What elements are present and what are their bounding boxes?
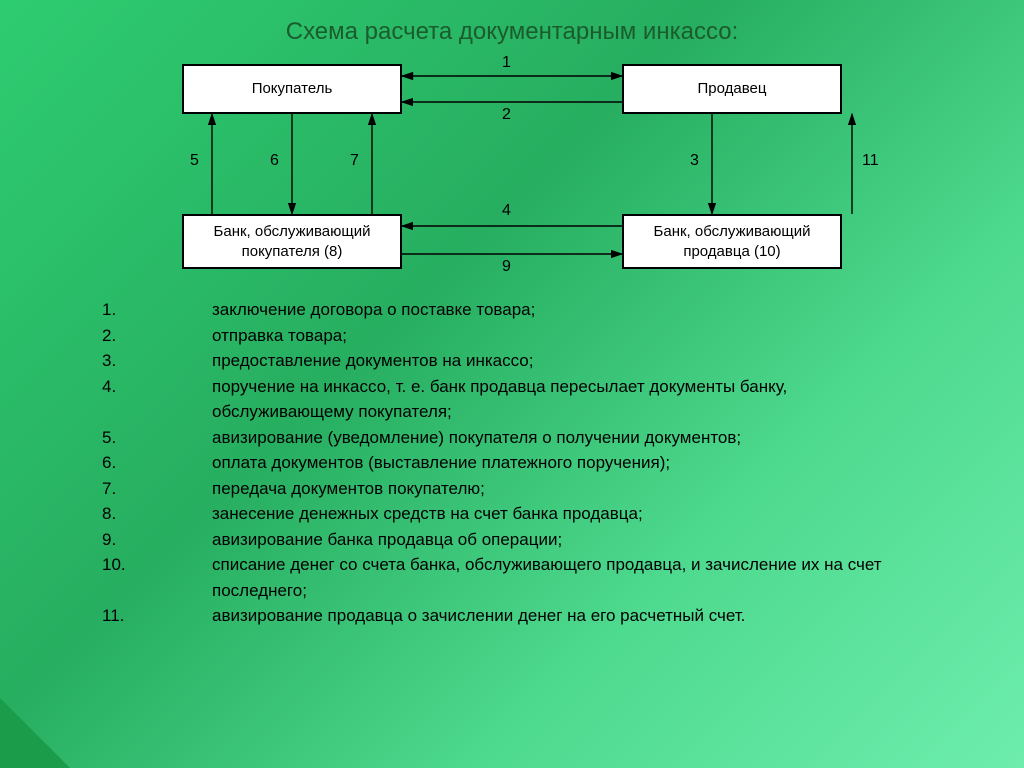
legend-text: оплата документов (выставление платежног… <box>212 450 922 476</box>
legend-number: 7. <box>102 476 212 502</box>
edge-label-3: 3 <box>690 152 699 170</box>
edge-label-6: 6 <box>270 152 279 170</box>
legend-text: передача документов покупателю; <box>212 476 922 502</box>
node-buyer_bank: Банк, обслуживающий покупателя (8) <box>182 214 402 269</box>
edge-label-4: 4 <box>502 202 511 220</box>
legend-number: 6. <box>102 450 212 476</box>
legend-number: 9. <box>102 527 212 553</box>
legend-row: 10.списание денег со счета банка, обслуж… <box>102 552 922 603</box>
edge-label-1: 1 <box>502 54 511 72</box>
edge-label-7: 7 <box>350 152 359 170</box>
legend-row: 3.предоставление документов на инкассо; <box>102 348 922 374</box>
legend-text: заключение договора о поставке товара; <box>212 297 922 323</box>
legend-text: авизирование банка продавца об операции; <box>212 527 922 553</box>
corner-accent <box>0 698 70 768</box>
legend-number: 10. <box>102 552 212 603</box>
legend-row: 11.авизирование продавца о зачислении де… <box>102 603 922 629</box>
node-seller: Продавец <box>622 64 842 114</box>
node-seller_bank: Банк, обслуживающий продавца (10) <box>622 214 842 269</box>
legend-number: 1. <box>102 297 212 323</box>
edge-label-11: 11 <box>862 152 879 170</box>
legend-text: авизирование продавца о зачислении денег… <box>212 603 922 629</box>
legend-row: 9.авизирование банка продавца об операци… <box>102 527 922 553</box>
legend-row: 2.отправка товара; <box>102 323 922 349</box>
legend-row: 7.передача документов покупателю; <box>102 476 922 502</box>
legend-number: 5. <box>102 425 212 451</box>
legend-row: 6.оплата документов (выставление платежн… <box>102 450 922 476</box>
legend-number: 2. <box>102 323 212 349</box>
legend-row: 5.авизирование (уведомление) покупателя … <box>102 425 922 451</box>
edge-label-2: 2 <box>502 106 511 124</box>
legend-number: 11. <box>102 603 212 629</box>
legend-list: 1.заключение договора о поставке товара;… <box>102 297 922 629</box>
legend-number: 8. <box>102 501 212 527</box>
legend-number: 4. <box>102 374 212 425</box>
legend-text: списание денег со счета банка, обслужива… <box>212 552 922 603</box>
legend-number: 3. <box>102 348 212 374</box>
page-title: Схема расчета документарным инкассо: <box>0 0 1024 54</box>
legend-text: авизирование (уведомление) покупателя о … <box>212 425 922 451</box>
legend-text: поручение на инкассо, т. е. банк продавц… <box>212 374 922 425</box>
flowchart: Покупатель Продавец Банк, обслуживающий по… <box>122 54 902 279</box>
edge-label-5: 5 <box>190 152 199 170</box>
legend-row: 1.заключение договора о поставке товара; <box>102 297 922 323</box>
edge-label-9: 9 <box>502 258 511 276</box>
legend-row: 8.занесение денежных средств на счет бан… <box>102 501 922 527</box>
legend-text: отправка товара; <box>212 323 922 349</box>
legend-row: 4.поручение на инкассо, т. е. банк прода… <box>102 374 922 425</box>
node-buyer: Покупатель <box>182 64 402 114</box>
legend-text: предоставление документов на инкассо; <box>212 348 922 374</box>
legend-text: занесение денежных средств на счет банка… <box>212 501 922 527</box>
